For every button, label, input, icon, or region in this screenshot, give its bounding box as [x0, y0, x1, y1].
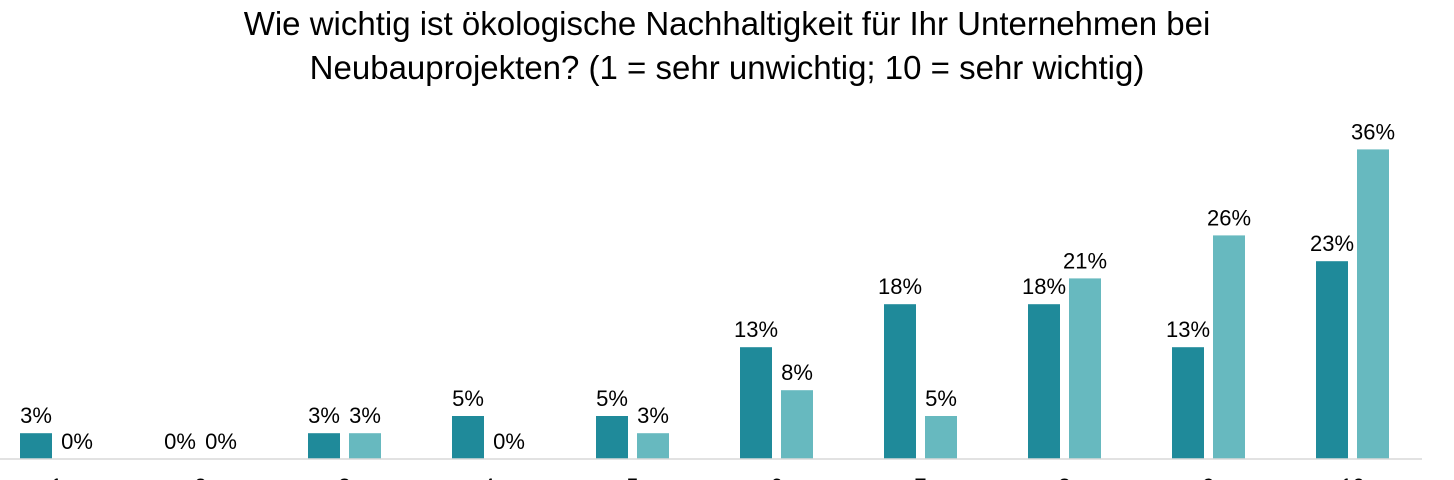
x-tick-label-7: 7 — [914, 474, 926, 480]
data-label-series-1-category-8: 18% — [1022, 274, 1066, 299]
data-label-series-1-category-6: 13% — [734, 317, 778, 342]
bar-series-1-category-10 — [1316, 261, 1348, 459]
x-tick-label-1: 1 — [50, 474, 62, 480]
data-label-series-2-category-8: 21% — [1063, 248, 1107, 273]
ticks-layer: 1 2 3 4 5 6 7 8 9 10 — [50, 474, 1364, 480]
bar-series-2-category-6 — [781, 390, 813, 459]
bar-series-2-category-3 — [349, 433, 381, 459]
x-tick-label-10: 10 — [1340, 474, 1364, 480]
data-label-series-1-category-1: 3% — [20, 403, 52, 428]
bar-series-2-category-9 — [1213, 235, 1245, 459]
bars-layer — [20, 149, 1389, 459]
data-label-series-2-category-1: 0% — [61, 429, 93, 454]
bar-series-1-category-3 — [308, 433, 340, 459]
x-tick-label-9: 9 — [1202, 474, 1214, 480]
data-label-series-2-category-3: 3% — [349, 403, 381, 428]
data-label-series-1-category-3: 3% — [308, 403, 340, 428]
bar-series-1-category-6 — [740, 347, 772, 459]
x-tick-label-3: 3 — [338, 474, 350, 480]
data-label-series-2-category-6: 8% — [781, 360, 813, 385]
data-label-series-2-category-5: 3% — [637, 403, 669, 428]
bar-series-1-category-7 — [884, 304, 916, 459]
x-tick-label-4: 4 — [482, 474, 494, 480]
x-tick-label-2: 2 — [194, 474, 206, 480]
bar-series-1-category-5 — [596, 416, 628, 459]
labels-layer: 3%0% 0% 0%3% 3%5%0%5%3%13%8%18%5%18%21%13%2… — [20, 119, 1395, 454]
bar-series-2-category-10 — [1357, 149, 1389, 459]
x-tick-label-6: 6 — [770, 474, 782, 480]
data-label-series-2-category-2: 0% — [205, 429, 237, 454]
data-label-series-1-category-4: 5% — [452, 386, 484, 411]
x-tick-label-5: 5 — [626, 474, 638, 480]
data-label-series-1-category-2: 0% — [164, 429, 196, 454]
bar-series-2-category-7 — [925, 416, 957, 459]
chart-title-line-1: Wie wichtig ist ökologische Nachhaltigke… — [243, 5, 1211, 42]
bar-series-2-category-8 — [1069, 278, 1101, 459]
data-label-series-1-category-10: 23% — [1310, 231, 1354, 256]
chart-title-line-2: Neubauprojekten? (1 = sehr unwichtig; 10… — [309, 49, 1145, 86]
data-label-series-2-category-7: 5% — [925, 386, 957, 411]
data-label-series-2-category-4: 0% — [493, 429, 525, 454]
bar-series-1-category-1 — [20, 433, 52, 459]
data-label-series-1-category-5: 5% — [596, 386, 628, 411]
chart-title: Wie wichtig ist ökologische Nachhaltigke… — [0, 2, 1454, 90]
data-label-series-2-category-10: 36% — [1351, 119, 1395, 144]
x-tick-label-8: 8 — [1058, 474, 1070, 480]
data-label-series-2-category-9: 26% — [1207, 205, 1251, 230]
data-label-series-1-category-9: 13% — [1166, 317, 1210, 342]
data-label-series-1-category-7: 18% — [878, 274, 922, 299]
bar-series-2-category-5 — [637, 433, 669, 459]
bar-series-1-category-4 — [452, 416, 484, 459]
bar-series-1-category-8 — [1028, 304, 1060, 459]
bar-series-1-category-9 — [1172, 347, 1204, 459]
